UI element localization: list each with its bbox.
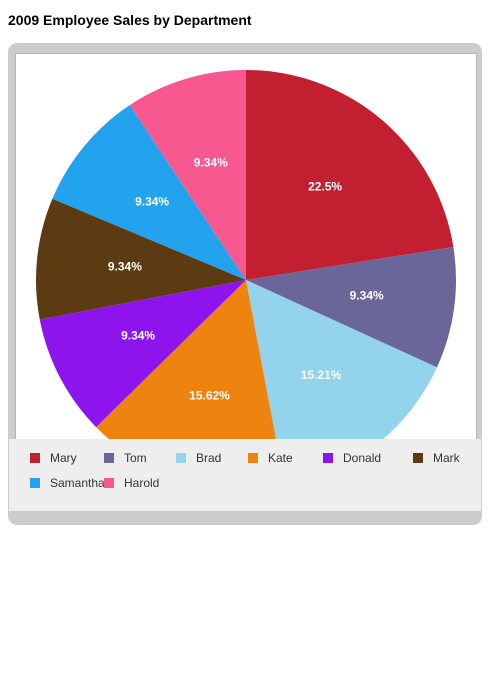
legend-swatch	[30, 478, 40, 488]
legend-swatch	[176, 453, 186, 463]
chart-panel: 22.5% 9.34% 15.21% 15.62% 9.34% 9.34% 9.34% 9.3…	[15, 53, 477, 441]
legend-label: Harold	[124, 476, 160, 490]
pie-slice-tom[interactable]	[246, 247, 457, 368]
legend-label: Mark	[433, 451, 460, 465]
legend-swatch	[104, 478, 114, 488]
chart-legend: Mary Tom Brad Kate Donald Mark Samantha Harold	[9, 439, 481, 511]
legend-label: Samantha	[50, 476, 105, 490]
pie-slice-mark[interactable]	[36, 198, 246, 320]
legend-label: Donald	[343, 451, 382, 465]
page-title: 2009 Employee Sales by Department	[8, 12, 252, 28]
slice-label-brad: 15.21%	[301, 368, 342, 382]
legend-item-tom[interactable]: Tom	[104, 450, 147, 466]
slice-label-tom: 9.34%	[350, 289, 384, 303]
legend-item-mary[interactable]: Mary	[30, 450, 77, 466]
legend-swatch	[413, 453, 423, 463]
legend-label: Kate	[268, 451, 293, 465]
slice-label-kate: 15.62%	[189, 388, 230, 402]
slice-label-mark: 9.34%	[108, 259, 142, 273]
legend-item-harold[interactable]: Harold	[104, 475, 159, 491]
legend-item-mark[interactable]: Mark	[413, 450, 460, 466]
legend-label: Mary	[50, 451, 77, 465]
pie-slice-donald[interactable]	[39, 280, 246, 428]
pie-slice-kate[interactable]	[96, 280, 285, 440]
pie-slice-brad[interactable]	[246, 280, 437, 440]
pie-slice-samantha[interactable]	[52, 105, 247, 280]
chart-frame: 22.5% 9.34% 15.21% 15.62% 9.34% 9.34% 9.34% 9.3…	[8, 43, 482, 525]
slice-label-harold: 9.34%	[194, 156, 228, 170]
slice-label-donald: 9.34%	[121, 329, 155, 343]
legend-swatch	[248, 453, 258, 463]
legend-label: Tom	[124, 451, 147, 465]
legend-item-kate[interactable]: Kate	[248, 450, 293, 466]
pie-slice-harold[interactable]	[129, 70, 246, 280]
pie-chart: 22.5% 9.34% 15.21% 15.62% 9.34% 9.34% 9.34% 9.3…	[36, 70, 457, 440]
slice-label-samantha: 9.34%	[135, 195, 169, 209]
legend-label: Brad	[196, 451, 222, 465]
legend-item-samantha[interactable]: Samantha	[30, 475, 105, 491]
legend-item-brad[interactable]: Brad	[176, 450, 221, 466]
legend-swatch	[323, 453, 333, 463]
slice-label-mary: 22.5%	[308, 180, 342, 194]
legend-swatch	[104, 453, 114, 463]
legend-swatch	[30, 453, 40, 463]
pie-slice-mary[interactable]	[246, 70, 454, 280]
legend-item-donald[interactable]: Donald	[323, 450, 381, 466]
